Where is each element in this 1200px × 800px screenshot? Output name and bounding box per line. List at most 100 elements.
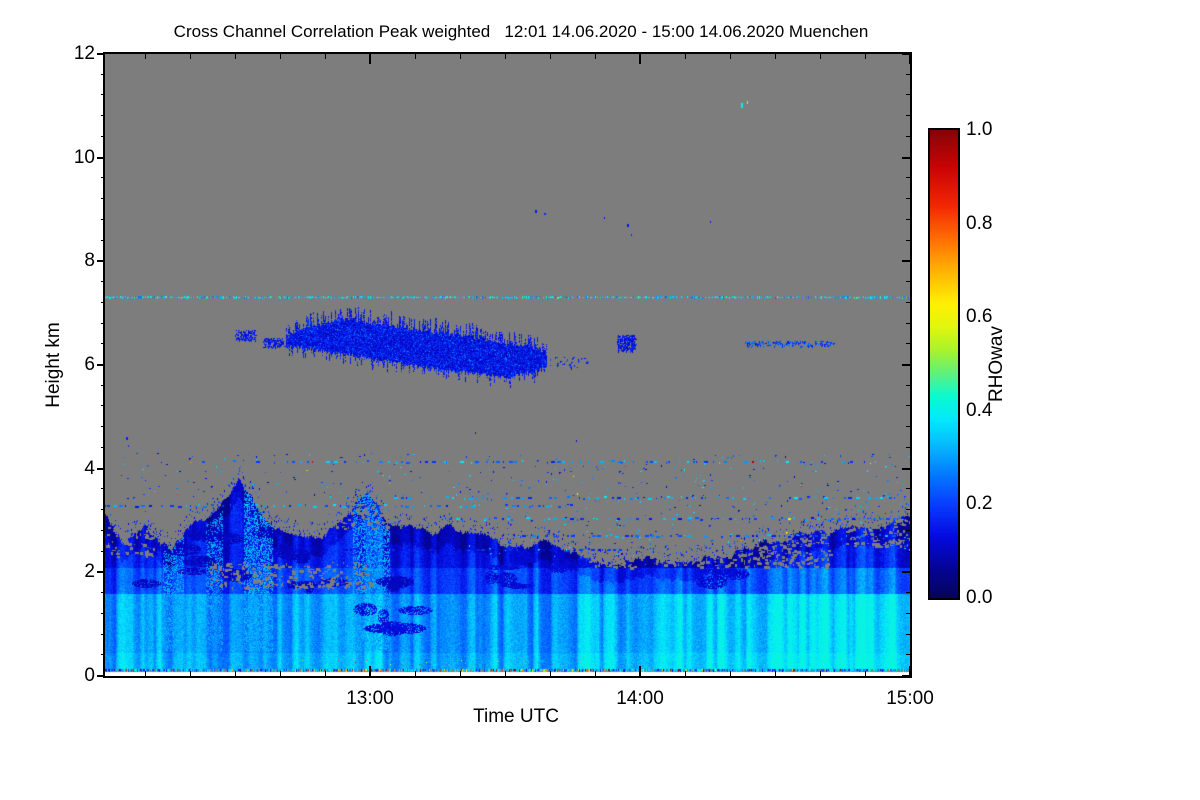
y-major-tick [97, 364, 105, 366]
x-tick-label: 13:00 [346, 688, 394, 709]
y-major-tick-right [902, 675, 910, 677]
x-minor-tick [505, 671, 506, 676]
y-major-tick [97, 468, 105, 470]
y-minor-tick-right [906, 240, 910, 241]
x-minor-tick-top [595, 54, 596, 59]
y-minor-tick-right [906, 74, 910, 75]
colorbar-tick-label: 1.0 [966, 119, 993, 140]
x-minor-tick [550, 671, 551, 676]
x-minor-tick-top [235, 54, 236, 59]
x-minor-tick [190, 671, 191, 676]
y-major-tick [97, 571, 105, 573]
y-minor-tick [101, 115, 105, 116]
y-minor-tick [101, 136, 105, 137]
y-major-tick-right [902, 364, 910, 366]
x-minor-tick [325, 671, 326, 676]
y-tick-label: 12 [73, 43, 95, 64]
colorbar-tick-label: 0.0 [966, 587, 993, 608]
x-minor-tick [595, 671, 596, 676]
y-minor-tick-right [906, 634, 910, 635]
y-minor-tick [101, 447, 105, 448]
y-minor-tick-right [906, 198, 910, 199]
y-major-tick-right [902, 571, 910, 573]
x-minor-tick-top [415, 54, 416, 59]
colorbar-label: RHOwav [986, 325, 1007, 403]
y-major-tick-right [902, 468, 910, 470]
y-minor-tick [101, 509, 105, 510]
x-major-tick [639, 666, 641, 676]
y-major-tick [97, 260, 105, 262]
y-minor-tick [101, 240, 105, 241]
y-minor-tick-right [906, 219, 910, 220]
y-minor-tick [101, 177, 105, 178]
x-minor-tick-top [280, 54, 281, 59]
y-minor-tick [101, 488, 105, 489]
x-minor-tick-top [820, 54, 821, 59]
y-major-tick-right [902, 157, 910, 159]
y-minor-tick-right [906, 654, 910, 655]
chart-title: Cross Channel Correlation Peak weighted … [173, 22, 869, 41]
x-minor-tick-top [775, 54, 776, 59]
x-minor-tick [865, 671, 866, 676]
x-tick-label: 14:00 [616, 688, 664, 709]
y-tick-label: 0 [84, 665, 95, 686]
x-minor-tick-top [685, 54, 686, 59]
y-minor-tick-right [906, 426, 910, 427]
y-minor-tick [101, 281, 105, 282]
y-minor-tick [101, 323, 105, 324]
y-minor-tick [101, 74, 105, 75]
x-minor-tick [415, 671, 416, 676]
y-minor-tick [101, 530, 105, 531]
colorbar-tick-label: 0.2 [966, 493, 993, 514]
y-minor-tick [101, 302, 105, 303]
x-tick-label: 15:00 [886, 688, 934, 709]
x-minor-tick [145, 671, 146, 676]
y-minor-tick [101, 385, 105, 386]
y-minor-tick-right [906, 530, 910, 531]
x-minor-tick [775, 671, 776, 676]
y-minor-tick [101, 94, 105, 95]
y-minor-tick [101, 219, 105, 220]
colorbar-tick-label: 0.4 [966, 400, 993, 421]
y-minor-tick-right [906, 447, 910, 448]
x-minor-tick-top [145, 54, 146, 59]
y-major-tick-right [902, 260, 910, 262]
y-minor-tick-right [906, 94, 910, 95]
y-major-tick [97, 157, 105, 159]
y-tick-label: 4 [84, 458, 95, 479]
y-minor-tick [101, 634, 105, 635]
y-minor-tick [101, 405, 105, 406]
x-minor-tick [730, 671, 731, 676]
colorbar-tick-label: 0.6 [966, 306, 993, 327]
y-minor-tick-right [906, 551, 910, 552]
x-minor-tick-top [865, 54, 866, 59]
y-minor-tick [101, 551, 105, 552]
y-major-tick [97, 675, 105, 677]
x-minor-tick-top [325, 54, 326, 59]
x-minor-tick-top [505, 54, 506, 59]
y-tick-label: 6 [84, 354, 95, 375]
y-minor-tick [101, 654, 105, 655]
y-tick-label: 2 [84, 561, 95, 582]
x-major-tick [909, 666, 911, 676]
y-minor-tick-right [906, 592, 910, 593]
y-minor-tick-right [906, 509, 910, 510]
x-major-tick-top [369, 54, 371, 64]
x-axis-label: Time UTC [473, 706, 559, 727]
y-minor-tick-right [906, 405, 910, 406]
x-minor-tick-top [550, 54, 551, 59]
y-minor-tick-right [906, 136, 910, 137]
y-major-tick [97, 53, 105, 55]
y-minor-tick-right [906, 613, 910, 614]
heatmap-canvas [105, 54, 910, 676]
colorbar-canvas [930, 130, 958, 598]
y-minor-tick-right [906, 385, 910, 386]
x-major-tick-top [909, 54, 911, 64]
y-minor-tick [101, 426, 105, 427]
x-minor-tick [280, 671, 281, 676]
x-major-tick-top [639, 54, 641, 64]
x-minor-tick-top [460, 54, 461, 59]
y-minor-tick [101, 198, 105, 199]
x-minor-tick [235, 671, 236, 676]
y-minor-tick-right [906, 343, 910, 344]
